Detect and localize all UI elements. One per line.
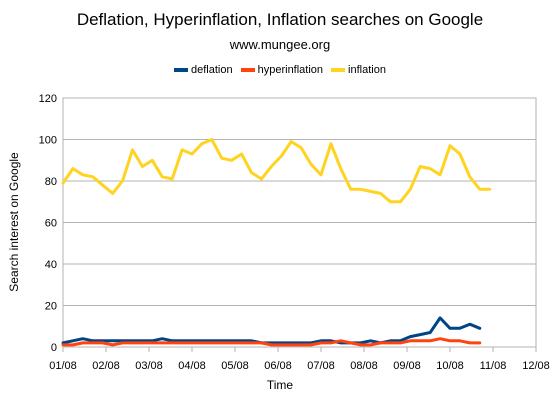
series-line-hyperinflation (61, 337, 482, 347)
legend-item-hyperinflation: hyperinflation (240, 64, 324, 76)
series-line-inflation (61, 138, 492, 204)
x-tick-label: 03/08 (135, 360, 163, 372)
y-tick-label: 20 (45, 301, 57, 313)
x-tick-label: 12/08 (522, 360, 550, 372)
legend-swatch-inflation (331, 68, 346, 72)
legend-swatch-deflation (174, 68, 189, 72)
legend-label-inflation: inflation (348, 64, 386, 76)
legend-label-deflation: deflation (191, 64, 233, 76)
plot-area (62, 97, 537, 348)
y-tick-label: 80 (45, 176, 57, 188)
legend: deflation hyperinflation inflation (0, 64, 560, 76)
chart-title: Deflation, Hyperinflation, Inflation sea… (76, 10, 484, 29)
x-tick-label: 06/08 (264, 360, 292, 372)
legend-item-deflation: deflation (174, 64, 233, 76)
x-tick-label: 10/08 (436, 360, 464, 372)
y-tick-label: 120 (39, 93, 57, 105)
x-tick-label: 01/08 (49, 360, 77, 372)
x-axis-label: Time (266, 378, 294, 392)
legend-swatch-hyperinflation (240, 68, 255, 72)
x-tick-label: 07/08 (307, 360, 335, 372)
x-tick-label: 05/08 (221, 360, 249, 372)
y-tick-label: 60 (45, 218, 57, 230)
y-tick-label: 0 (51, 342, 57, 354)
chart-subtitle: www.mungee.org (229, 37, 331, 52)
x-tick-label: 02/08 (92, 360, 120, 372)
x-tick-label: 11/08 (480, 360, 507, 372)
legend-item-inflation: inflation (331, 64, 386, 76)
x-tick-label: 09/08 (393, 360, 421, 372)
x-tick-label: 04/08 (178, 360, 206, 372)
y-tick-label: 100 (39, 135, 57, 147)
x-tick-label: 08/08 (350, 360, 378, 372)
y-tick-label: 40 (45, 259, 57, 271)
legend-label-hyperinflation: hyperinflation (257, 64, 324, 76)
series-line-deflation (61, 316, 482, 345)
